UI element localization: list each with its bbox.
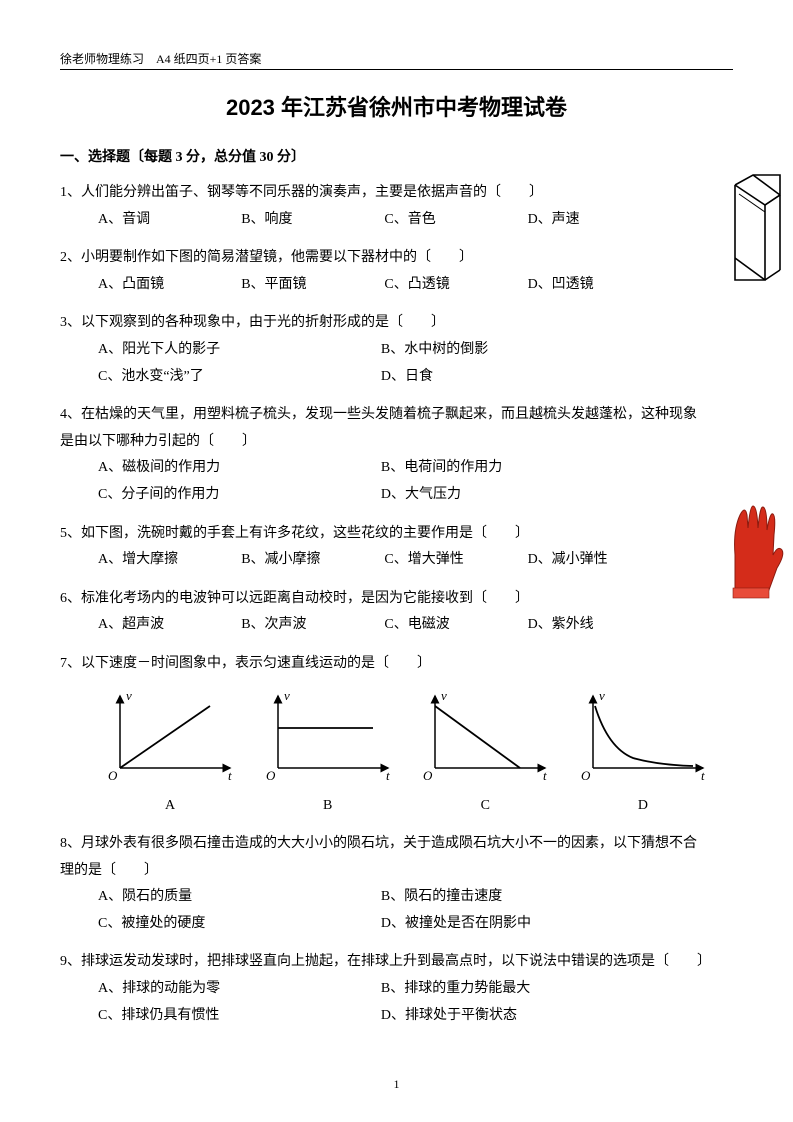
q9-options-1: A、排球的动能为零 B、排球的重力势能最大 xyxy=(60,976,733,1003)
svg-text:O: O xyxy=(266,768,276,783)
q2-opt-d: D、凹透镜 xyxy=(528,272,668,299)
q8-options-2: C、被撞处的硬度 D、被撞处是否在阴影中 xyxy=(60,911,733,938)
question-1: 1、人们能分辨出笛子、钢琴等不同乐器的演奏声，主要是依据声音的〔 〕 A、音调 … xyxy=(60,180,733,233)
q9-options-2: C、排球仍具有惯性 D、排球处于平衡状态 xyxy=(60,1003,733,1030)
q9-opt-c: C、排球仍具有惯性 xyxy=(98,1003,377,1030)
q9-text: 9、排球运发动发球时，把排球竖直向上抛起，在排球上升到最高点时，以下说法中错误的… xyxy=(60,949,733,976)
periscope-figure xyxy=(725,170,785,290)
q6-text: 6、标准化考场内的电波钟可以远距离自动校时，是因为它能接收到〔 〕 xyxy=(60,586,733,613)
q5-text: 5、如下图，洗碗时戴的手套上有许多花纹，这些花纹的主要作用是〔 〕 xyxy=(60,521,733,548)
q2-opt-b: B、平面镜 xyxy=(241,272,381,299)
axis-y-label: v xyxy=(126,688,132,703)
q7-graphs: v t O v t O v xyxy=(60,678,733,793)
q3-text: 3、以下观察到的各种现象中，由于光的折射形成的是〔 〕 xyxy=(60,310,733,337)
q8-opt-a: A、陨石的质量 xyxy=(98,884,377,911)
graph-d: v t O xyxy=(573,688,713,787)
q9-opt-a: A、排球的动能为零 xyxy=(98,976,377,1003)
q9-opt-b: B、排球的重力势能最大 xyxy=(381,976,660,1003)
graph-label-b: B xyxy=(258,793,398,820)
question-3: 3、以下观察到的各种现象中，由于光的折射形成的是〔 〕 A、阳光下人的影子 B、… xyxy=(60,310,733,390)
svg-text:t: t xyxy=(386,768,390,783)
q4-opt-d: D、大气压力 xyxy=(381,482,660,509)
q5-opt-d: D、减小弹性 xyxy=(528,547,668,574)
q8-text-2: 理的是〔 〕 xyxy=(60,858,733,885)
q3-opt-d: D、日食 xyxy=(381,364,660,391)
q8-opt-c: C、被撞处的硬度 xyxy=(98,911,377,938)
q3-opt-c: C、池水变“浅”了 xyxy=(98,364,377,391)
q6-opt-c: C、电磁波 xyxy=(384,612,524,639)
graph-c: v t O xyxy=(415,688,555,787)
q8-opt-d: D、被撞处是否在阴影中 xyxy=(381,911,660,938)
q4-opt-a: A、磁极间的作用力 xyxy=(98,455,377,482)
q1-text: 1、人们能分辨出笛子、钢琴等不同乐器的演奏声，主要是依据声音的〔 〕 xyxy=(60,180,733,207)
q3-options-2: C、池水变“浅”了 D、日食 xyxy=(60,364,733,391)
page-header: 徐老师物理练习 A4 纸四页+1 页答案 xyxy=(60,50,733,70)
q8-options-1: A、陨石的质量 B、陨石的撞击速度 xyxy=(60,884,733,911)
svg-text:v: v xyxy=(284,688,290,703)
exam-title: 2023 年江苏省徐州市中考物理试卷 xyxy=(60,90,733,122)
q3-options-1: A、阳光下人的影子 B、水中树的倒影 xyxy=(60,337,733,364)
q1-opt-b: B、响度 xyxy=(241,207,381,234)
q3-opt-a: A、阳光下人的影子 xyxy=(98,337,377,364)
graph-a: v t O xyxy=(100,688,240,787)
graph-b: v t O xyxy=(258,688,398,787)
page-number: 1 xyxy=(0,1077,793,1092)
q9-opt-d: D、排球处于平衡状态 xyxy=(381,1003,660,1030)
graph-label-c: C xyxy=(415,793,555,820)
q1-opt-d: D、声速 xyxy=(528,207,668,234)
svg-text:O: O xyxy=(423,768,433,783)
svg-text:v: v xyxy=(441,688,447,703)
q2-opt-c: C、凸透镜 xyxy=(384,272,524,299)
q4-opt-b: B、电荷间的作用力 xyxy=(381,455,660,482)
q4-text-1: 4、在枯燥的天气里，用塑料梳子梳头，发现一些头发随着梳子飘起来，而且越梳头发越蓬… xyxy=(60,402,733,429)
svg-text:t: t xyxy=(701,768,705,783)
question-6: 6、标准化考场内的电波钟可以远距离自动校时，是因为它能接收到〔 〕 A、超声波 … xyxy=(60,586,733,639)
q4-text-2: 是由以下哪种力引起的〔 〕 xyxy=(60,429,733,456)
question-9: 9、排球运发动发球时，把排球竖直向上抛起，在排球上升到最高点时，以下说法中错误的… xyxy=(60,949,733,1029)
question-2: 2、小明要制作如下图的简易潜望镜，他需要以下器材中的〔 〕 A、凸面镜 B、平面… xyxy=(60,245,733,298)
graph-label-d: D xyxy=(573,793,713,820)
q2-text: 2、小明要制作如下图的简易潜望镜，他需要以下器材中的〔 〕 xyxy=(60,245,733,272)
question-4: 4、在枯燥的天气里，用塑料梳子梳头，发现一些头发随着梳子飘起来，而且越梳头发越蓬… xyxy=(60,402,733,508)
q6-opt-d: D、紫外线 xyxy=(528,612,668,639)
svg-text:t: t xyxy=(543,768,547,783)
question-5: 5、如下图，洗碗时戴的手套上有许多花纹，这些花纹的主要作用是〔 〕 A、增大摩擦… xyxy=(60,521,733,574)
q6-opt-b: B、次声波 xyxy=(241,612,381,639)
q2-opt-a: A、凸面镜 xyxy=(98,272,238,299)
q3-opt-b: B、水中树的倒影 xyxy=(381,337,660,364)
q4-opt-c: C、分子间的作用力 xyxy=(98,482,377,509)
q4-options-2: C、分子间的作用力 D、大气压力 xyxy=(60,482,733,509)
question-8: 8、月球外表有很多陨石撞击造成的大大小小的陨石坑，关于造成陨石坑大小不一的因素，… xyxy=(60,831,733,937)
question-7: 7、以下速度－时间图象中，表示匀速直线运动的是〔 〕 v t O v t O xyxy=(60,651,733,819)
q4-options-1: A、磁极间的作用力 B、电荷间的作用力 xyxy=(60,455,733,482)
q8-text-1: 8、月球外表有很多陨石撞击造成的大大小小的陨石坑，关于造成陨石坑大小不一的因素，… xyxy=(60,831,733,858)
axis-origin: O xyxy=(108,768,118,783)
q1-opt-c: C、音色 xyxy=(384,207,524,234)
q1-options: A、音调 B、响度 C、音色 D、声速 xyxy=(60,207,733,234)
q5-opt-c: C、增大弹性 xyxy=(384,547,524,574)
graph-label-a: A xyxy=(100,793,240,820)
q1-opt-a: A、音调 xyxy=(98,207,238,234)
q8-opt-b: B、陨石的撞击速度 xyxy=(381,884,660,911)
q7-text: 7、以下速度－时间图象中，表示匀速直线运动的是〔 〕 xyxy=(60,651,733,678)
axis-x-label: t xyxy=(228,768,232,783)
svg-text:O: O xyxy=(581,768,591,783)
q5-options: A、增大摩擦 B、减小摩擦 C、增大弹性 D、减小弹性 xyxy=(60,547,733,574)
q5-opt-a: A、增大摩擦 xyxy=(98,547,238,574)
q6-options: A、超声波 B、次声波 C、电磁波 D、紫外线 xyxy=(60,612,733,639)
q2-options: A、凸面镜 B、平面镜 C、凸透镜 D、凹透镜 xyxy=(60,272,733,299)
svg-text:v: v xyxy=(599,688,605,703)
q7-graph-labels: A B C D xyxy=(60,793,733,820)
q5-opt-b: B、减小摩擦 xyxy=(241,547,381,574)
q6-opt-a: A、超声波 xyxy=(98,612,238,639)
section-header: 一、选择题〔每题 3 分，总分值 30 分〕 xyxy=(60,146,733,166)
